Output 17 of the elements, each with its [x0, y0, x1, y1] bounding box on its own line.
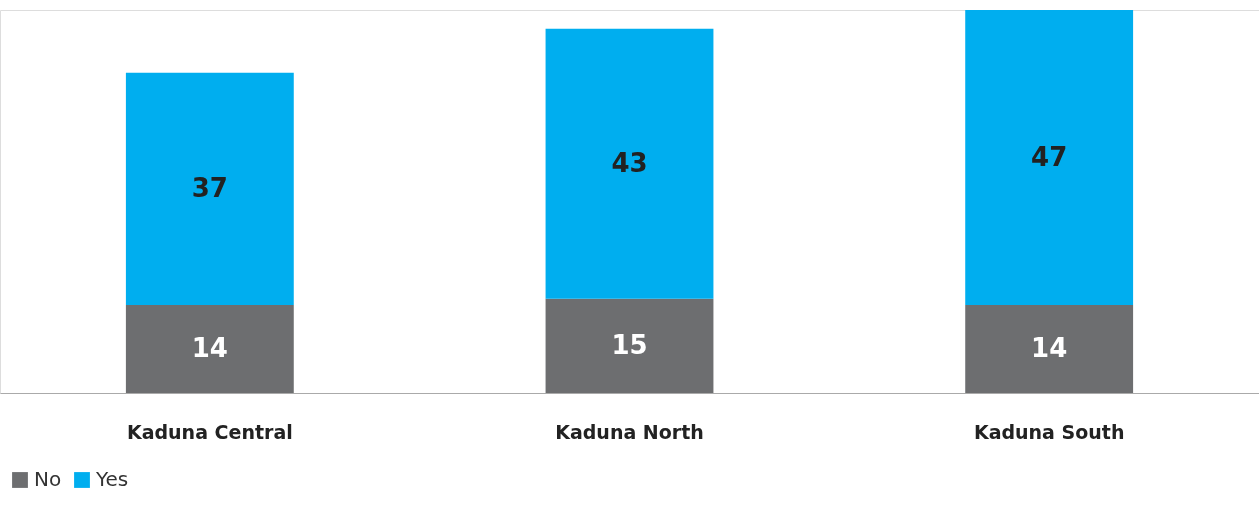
bar	[545, 298, 714, 393]
bar	[125, 72, 294, 306]
data-label: 14	[1031, 333, 1068, 364]
x-tick-label: Kaduna Central	[126, 420, 293, 443]
x-tick-label: Kaduna North	[555, 420, 704, 443]
data-label: 15	[611, 329, 648, 360]
data-label: 47	[1031, 141, 1068, 172]
data-label: 14	[191, 333, 228, 364]
data-label: 37	[191, 172, 228, 203]
data-label: 43	[611, 147, 648, 178]
bar	[545, 28, 714, 299]
x-tick-label: Kaduna South	[973, 420, 1125, 443]
bar	[965, 10, 1134, 306]
bar	[125, 305, 294, 393]
legend-label: No	[34, 467, 62, 491]
bar	[965, 305, 1134, 393]
legend-label: Yes	[95, 467, 129, 491]
